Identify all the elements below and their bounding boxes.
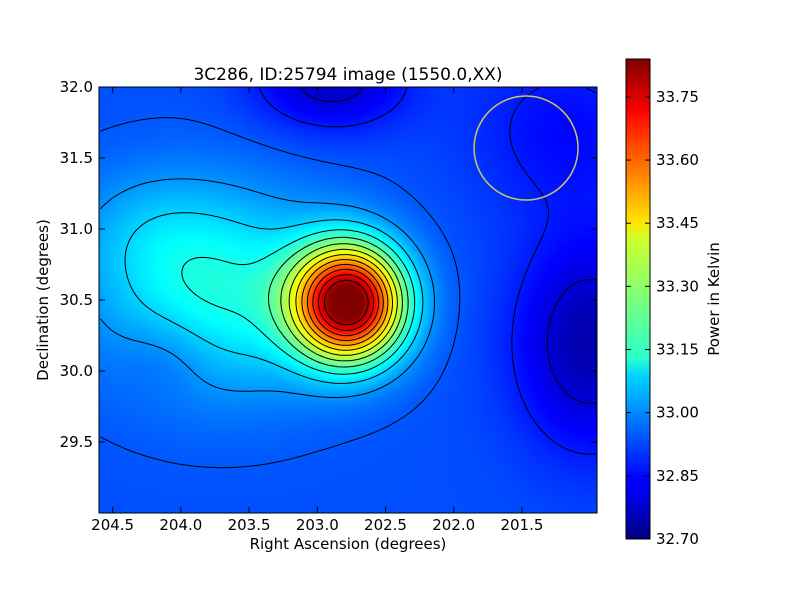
contour-line — [295, 254, 393, 351]
colorbar-tick-label: 33.75 — [656, 88, 699, 106]
x-tick-label: 202.5 — [364, 516, 407, 534]
y-axis-label: Declination (degrees) — [34, 219, 52, 381]
contour-line — [124, 212, 424, 384]
x-tick-label: 204.5 — [91, 516, 134, 534]
y-tick-label: 31.5 — [60, 149, 93, 167]
colorbar — [625, 58, 651, 540]
contour-line — [288, 248, 398, 356]
y-tick-label: 32.0 — [60, 78, 93, 96]
x-axis-label: Right Ascension (degrees) — [250, 535, 447, 553]
contour-line — [268, 236, 409, 368]
colorbar-tick-label: 33.00 — [656, 404, 699, 422]
x-tick-label: 201.5 — [500, 516, 543, 534]
contour-line — [317, 274, 375, 331]
contour-line — [306, 263, 384, 341]
contour-line — [181, 229, 416, 375]
contour-line — [259, 88, 596, 455]
x-tick-label: 203.5 — [228, 516, 271, 534]
colorbar-tick-label: 32.85 — [656, 467, 699, 485]
contour-line — [100, 117, 461, 469]
contour-line — [312, 268, 380, 337]
y-axis-ticks: 29.5 30.0 30.5 31.0 31.5 32.0 — [60, 78, 597, 451]
colorbar-tick-label: 32.70 — [656, 530, 699, 548]
contour-line — [323, 279, 369, 326]
colorbar-tick-label: 33.45 — [656, 214, 699, 232]
x-tick-label: 203.0 — [296, 516, 339, 534]
heatmap-area — [99, 87, 597, 513]
colorbar-label: Power in Kelvin — [705, 242, 723, 356]
contour-line — [100, 178, 435, 398]
x-tick-label: 202.0 — [432, 516, 475, 534]
contour-line — [301, 259, 389, 346]
y-tick-label: 30.0 — [60, 362, 93, 380]
y-tick-label: 31.0 — [60, 220, 93, 238]
beam-circle — [473, 95, 579, 201]
contour-lines — [100, 88, 596, 469]
x-tick-label: 204.0 — [159, 516, 202, 534]
contour-line — [300, 88, 596, 404]
heatmap-image — [99, 87, 597, 513]
y-tick-label: 30.5 — [60, 291, 93, 309]
x-axis-ticks: 204.5 204.0 203.5 203.0 202.5 202.0 201.5 — [91, 87, 543, 534]
colorbar-tick-label: 33.60 — [656, 151, 699, 169]
colorbar-tick-label: 33.30 — [656, 277, 699, 295]
colorbar-tick-label: 33.15 — [656, 341, 699, 359]
y-tick-label: 29.5 — [60, 433, 93, 451]
chart-title: 3C286, ID:25794 image (1550.0,XX) — [193, 65, 502, 85]
contour-line — [280, 243, 403, 362]
colorbar-ticks: 32.70 32.85 33.00 33.15 33.30 33.45 33.60 33.75 — [626, 88, 699, 548]
